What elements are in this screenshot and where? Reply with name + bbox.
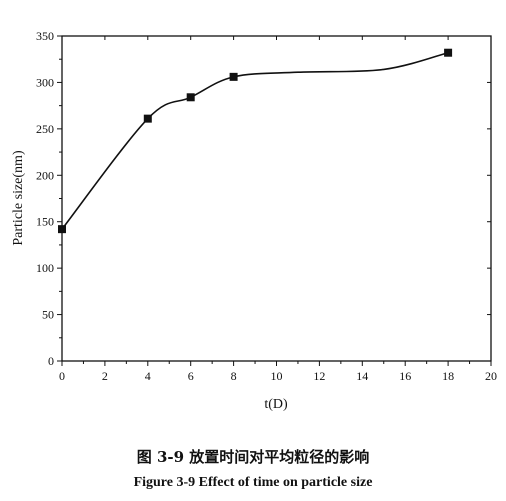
y-tick-label: 200 — [36, 168, 54, 182]
x-tick-label: 6 — [188, 369, 194, 383]
y-axis-ticks: 0 50 100 150 200 250 300 350 — [36, 29, 491, 368]
particle-size-chart: 0 2 4 6 8 10 12 14 16 18 20 050100150200250300350 … — [11, 29, 497, 412]
x-tick-label: 8 — [231, 369, 237, 383]
y-tick-label: 0 — [48, 354, 54, 368]
x-tick-label: 12 — [313, 369, 325, 383]
x-tick-label: 10 — [271, 369, 283, 383]
x-tick-label: 16 — [399, 369, 411, 383]
x-tick-label: 18 — [442, 369, 454, 383]
figure-caption-chinese: 图 3-9 放置时间对平均粒径的影响 — [136, 448, 370, 466]
plot-frame — [61, 35, 492, 362]
data-point — [58, 225, 66, 234]
y-tick-label: 250 — [36, 122, 54, 136]
data-point — [229, 72, 238, 81]
x-tick-label: 0 — [59, 369, 65, 383]
y-tick-label: 50 — [42, 308, 54, 322]
data-point — [444, 48, 453, 57]
x-axis-ticks: 0 2 4 6 8 10 12 14 16 18 20 — [59, 36, 497, 383]
y-axis-label: Particle size(nm) — [11, 150, 26, 246]
data-points — [58, 48, 453, 234]
figure-caption-english: Figure 3-9 Effect of time on particle si… — [133, 475, 373, 490]
x-tick-label: 20 — [485, 369, 497, 383]
data-point — [143, 114, 152, 123]
x-tick-label: 4 — [145, 369, 151, 383]
x-axis-label: t(D) — [264, 397, 288, 412]
y-tick-label: 100 — [36, 261, 54, 275]
axes — [61, 35, 492, 362]
x-tick-label: 14 — [356, 369, 368, 383]
fit-curve — [61, 51, 449, 230]
y-tick-label: 350 — [36, 29, 54, 43]
y-tick-label: 300 — [36, 75, 54, 89]
data-point — [186, 93, 195, 102]
y-tick-label: 150 — [36, 215, 54, 229]
x-tick-label: 2 — [102, 369, 108, 383]
